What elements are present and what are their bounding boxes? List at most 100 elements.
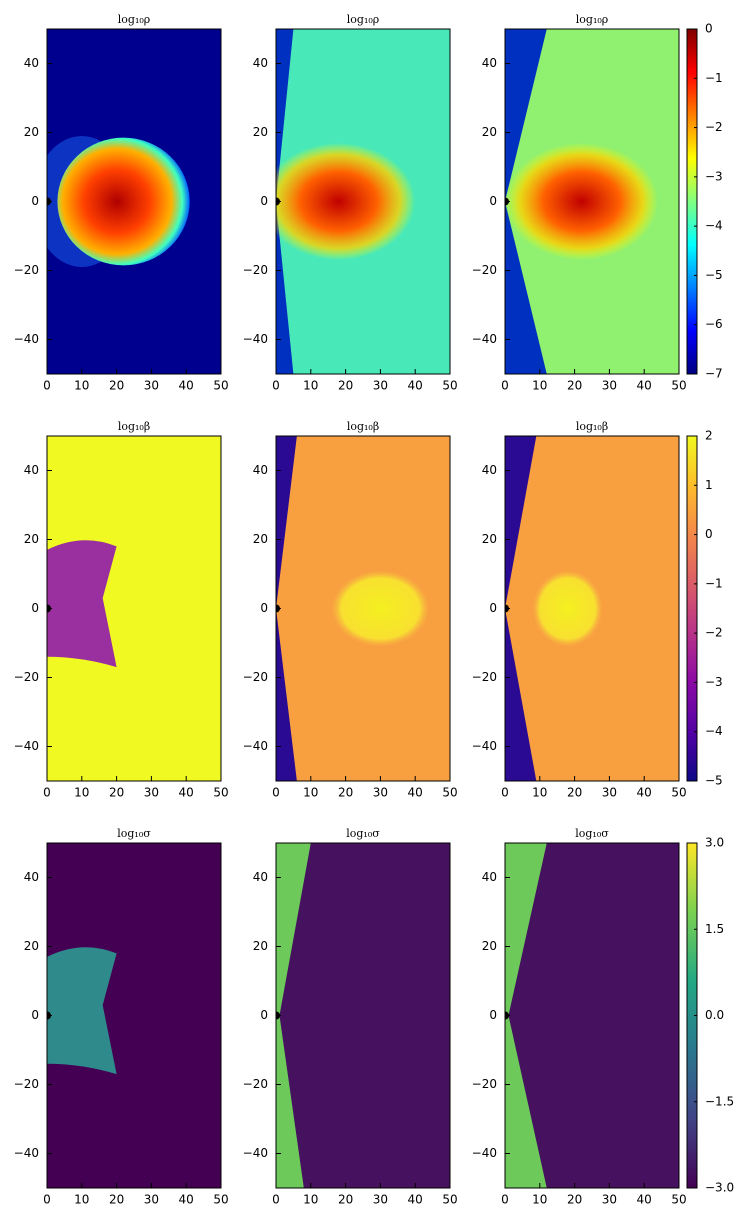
heatmap bbox=[47, 29, 221, 374]
x-tick-label: 30 bbox=[373, 1193, 388, 1207]
colorbar-tick-label: −5 bbox=[705, 774, 723, 788]
y-tick-label: −20 bbox=[243, 1077, 268, 1091]
y-tick-label: 20 bbox=[24, 125, 39, 139]
x-tick-label: 50 bbox=[671, 1193, 686, 1207]
x-tick-label: 40 bbox=[179, 379, 194, 393]
background bbox=[276, 843, 450, 1188]
y-tick-label: 0 bbox=[31, 194, 39, 208]
y-tick-label: 0 bbox=[489, 194, 497, 208]
x-tick-label: 20 bbox=[109, 786, 124, 800]
y-tick-label: 40 bbox=[24, 56, 39, 70]
colorbar-tick-label: −3 bbox=[705, 675, 723, 689]
colorbar-tick-label: −5 bbox=[705, 268, 723, 282]
wedge bbox=[505, 29, 547, 374]
y-tick-label: 40 bbox=[24, 463, 39, 477]
colorbar-tick-label: −3 bbox=[705, 169, 723, 183]
y-tick-label: 0 bbox=[31, 1008, 39, 1022]
y-tick-label: −20 bbox=[472, 670, 497, 684]
panel-title: log₁₀σ bbox=[117, 827, 151, 840]
y-tick-label: 20 bbox=[253, 125, 268, 139]
y-tick-label: −40 bbox=[243, 332, 268, 346]
x-tick-label: 10 bbox=[303, 379, 318, 393]
blob bbox=[532, 570, 603, 647]
x-tick-label: 30 bbox=[144, 786, 159, 800]
x-tick-label: 30 bbox=[602, 786, 617, 800]
x-tick-label: 0 bbox=[43, 786, 51, 800]
y-tick-label: −40 bbox=[14, 332, 39, 346]
y-tick-label: −40 bbox=[14, 739, 39, 753]
y-tick-label: 20 bbox=[24, 939, 39, 953]
y-tick-label: 40 bbox=[253, 463, 268, 477]
y-tick-label: −20 bbox=[243, 263, 268, 277]
x-tick-label: 20 bbox=[567, 379, 582, 393]
y-tick-label: −20 bbox=[14, 1077, 39, 1091]
blob bbox=[57, 137, 190, 266]
colorbar-tick-label: 0 bbox=[705, 22, 713, 36]
panel-title: log₁₀ρ bbox=[118, 13, 150, 26]
x-tick-label: 10 bbox=[303, 1193, 318, 1207]
x-tick-label: 40 bbox=[637, 1193, 652, 1207]
colorbar bbox=[686, 435, 698, 782]
x-tick-label: 30 bbox=[602, 379, 617, 393]
panel-title: log₁₀β bbox=[576, 420, 608, 433]
y-tick-label: −40 bbox=[243, 739, 268, 753]
wedge bbox=[276, 29, 294, 374]
wedge bbox=[276, 436, 297, 781]
y-tick-label: 40 bbox=[482, 870, 497, 884]
x-tick-label: 50 bbox=[671, 786, 686, 800]
x-tick-label: 50 bbox=[442, 1193, 457, 1207]
x-tick-label: 30 bbox=[144, 379, 159, 393]
colorbar-tick-label: 1.5 bbox=[705, 922, 724, 936]
y-tick-label: 0 bbox=[489, 1008, 497, 1022]
x-tick-label: 20 bbox=[109, 379, 124, 393]
x-tick-label: 30 bbox=[373, 786, 388, 800]
y-tick-label: −20 bbox=[472, 1077, 497, 1091]
colorbar-tick-label: −1.5 bbox=[705, 1094, 734, 1108]
panel-title: log₁₀β bbox=[347, 420, 379, 433]
heatmap bbox=[47, 843, 221, 1188]
y-tick-label: −40 bbox=[14, 1146, 39, 1160]
colorbar-tick-label: 2 bbox=[705, 429, 713, 443]
heatmap bbox=[505, 843, 679, 1188]
x-tick-label: 10 bbox=[303, 786, 318, 800]
y-tick-label: −40 bbox=[243, 1146, 268, 1160]
heatmap bbox=[276, 843, 450, 1188]
x-tick-label: 50 bbox=[671, 379, 686, 393]
y-tick-label: −20 bbox=[14, 263, 39, 277]
x-tick-label: 40 bbox=[179, 786, 194, 800]
colorbar-tick-label: −3.0 bbox=[705, 1181, 734, 1195]
y-tick-label: 40 bbox=[253, 56, 268, 70]
colorbar-tick-label: −4 bbox=[705, 724, 723, 738]
x-tick-label: 40 bbox=[408, 1193, 423, 1207]
y-tick-label: −20 bbox=[472, 263, 497, 277]
colorbar-tick-label: 0 bbox=[705, 527, 713, 541]
colorbar bbox=[686, 28, 698, 375]
colorbar-tick-label: 3.0 bbox=[705, 836, 724, 850]
x-tick-label: 50 bbox=[213, 786, 228, 800]
y-tick-label: 40 bbox=[24, 870, 39, 884]
y-tick-label: 20 bbox=[482, 125, 497, 139]
y-tick-label: −20 bbox=[243, 670, 268, 684]
x-tick-label: 0 bbox=[43, 1193, 51, 1207]
x-tick-label: 10 bbox=[74, 786, 89, 800]
wedge bbox=[276, 843, 311, 1188]
panel-title: log₁₀ρ bbox=[347, 13, 379, 26]
x-tick-label: 10 bbox=[532, 379, 547, 393]
x-tick-label: 10 bbox=[74, 379, 89, 393]
colorbar-tick-label: 0.0 bbox=[705, 1008, 724, 1022]
y-tick-label: 0 bbox=[31, 601, 39, 615]
wedge bbox=[505, 436, 537, 781]
y-tick-label: 0 bbox=[489, 601, 497, 615]
x-tick-label: 0 bbox=[501, 1193, 509, 1207]
x-tick-label: 20 bbox=[338, 1193, 353, 1207]
y-tick-label: −20 bbox=[14, 670, 39, 684]
colorbar-tick-label: 1 bbox=[705, 478, 713, 492]
blob bbox=[276, 142, 416, 261]
wedge bbox=[505, 843, 547, 1188]
y-tick-label: 20 bbox=[482, 532, 497, 546]
x-tick-label: 20 bbox=[338, 786, 353, 800]
panel-title: log₁₀ρ bbox=[576, 13, 608, 26]
x-tick-label: 20 bbox=[109, 1193, 124, 1207]
heatmap bbox=[276, 436, 450, 781]
y-tick-label: 0 bbox=[260, 601, 268, 615]
